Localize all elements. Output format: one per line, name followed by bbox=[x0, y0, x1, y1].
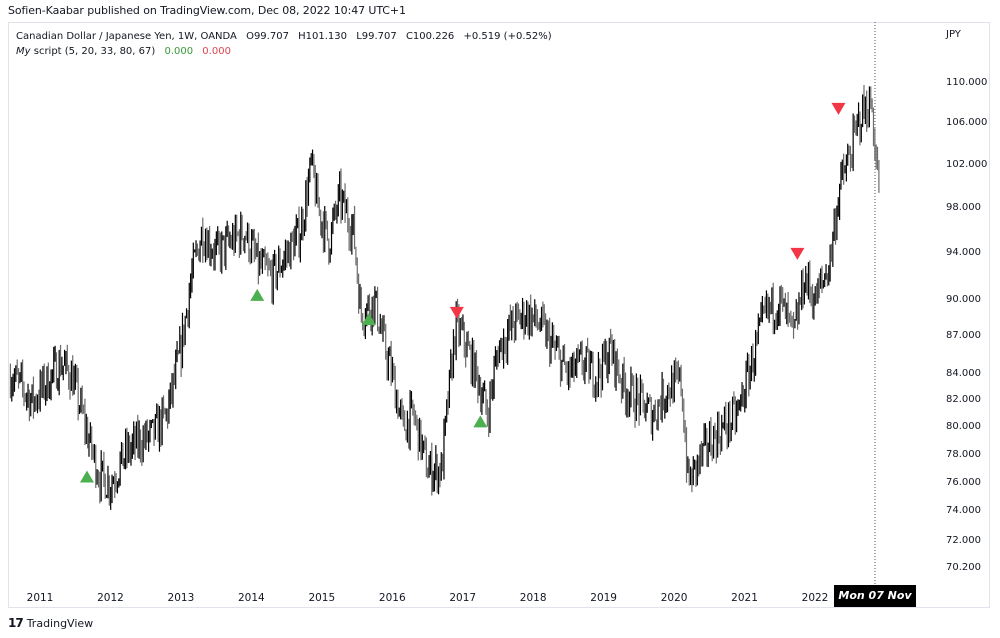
price-tick: 76.000 bbox=[946, 476, 981, 488]
ohlc-bars bbox=[9, 85, 880, 510]
sell-signal-down-triangle-icon bbox=[790, 247, 805, 260]
currency-label: JPY bbox=[946, 29, 961, 40]
script-value-2: 0.000 bbox=[202, 46, 231, 57]
price-tick: 102.000 bbox=[946, 158, 988, 170]
time-tick: 2013 bbox=[167, 592, 195, 604]
indicator-row: My script (5, 20, 33, 80, 67) 0.000 0.00… bbox=[16, 44, 552, 59]
price-tick: 90.000 bbox=[946, 293, 981, 305]
ohlc-close: C100.226 bbox=[405, 31, 455, 42]
tradingview-logo-icon: 17 bbox=[8, 616, 24, 630]
price-tick: 72.000 bbox=[946, 535, 981, 546]
price-change: +0.519 (+0.52%) bbox=[463, 31, 552, 42]
sell-signal-down-triangle-icon bbox=[449, 306, 464, 319]
crosshair-date-label: Mon 07 Nov '22 bbox=[834, 585, 916, 624]
time-tick: 2018 bbox=[519, 592, 547, 604]
time-tick: 2020 bbox=[660, 592, 688, 604]
price-tick: 70.200 bbox=[946, 562, 981, 574]
time-tick: 2011 bbox=[26, 592, 54, 604]
buy-signal-up-triangle-icon bbox=[361, 313, 376, 326]
time-tick: 2017 bbox=[449, 592, 477, 604]
time-tick: 2014 bbox=[237, 592, 265, 604]
ohlc-open: O99.707 bbox=[246, 31, 289, 42]
buy-signal-up-triangle-icon bbox=[250, 288, 265, 301]
buy-signal-up-triangle-icon bbox=[79, 470, 94, 483]
time-tick: 2022 bbox=[801, 592, 829, 604]
sell-signal-down-triangle-icon bbox=[831, 102, 846, 115]
time-tick: 2012 bbox=[97, 592, 124, 604]
chart-legend: Canadian Dollar / Japanese Yen, 1W, OAND… bbox=[16, 29, 552, 59]
price-tick: 106.000 bbox=[946, 117, 988, 129]
script-name[interactable]: script (5, 20, 33, 80, 67) bbox=[33, 46, 156, 57]
time-tick: 2019 bbox=[590, 592, 617, 604]
price-tick: 94.000 bbox=[946, 246, 981, 258]
price-tick: 80.000 bbox=[946, 421, 981, 433]
price-tick: 74.000 bbox=[946, 505, 981, 517]
price-tick: 87.000 bbox=[946, 330, 981, 342]
price-tick: 110.000 bbox=[946, 77, 988, 88]
script-prefix: My bbox=[16, 46, 31, 57]
symbol-name[interactable]: Canadian Dollar / Japanese Yen, 1W, OAND… bbox=[16, 31, 237, 42]
time-tick: 2021 bbox=[731, 592, 758, 604]
price-tick: 78.000 bbox=[946, 448, 981, 460]
price-tick: 82.000 bbox=[946, 394, 981, 406]
footer-branding: 17 TradingView bbox=[8, 616, 93, 630]
script-value-1: 0.000 bbox=[164, 46, 194, 57]
time-tick: 2016 bbox=[378, 592, 406, 604]
buy-signal-up-triangle-icon bbox=[473, 415, 488, 428]
symbol-row: Canadian Dollar / Japanese Yen, 1W, OAND… bbox=[16, 29, 552, 44]
brand-name: TradingView bbox=[26, 616, 94, 630]
publisher-line: Sofien-Kaabar published on TradingView.c… bbox=[8, 4, 406, 17]
time-tick: 2015 bbox=[308, 592, 336, 604]
price-tick: 98.000 bbox=[946, 201, 981, 213]
price-tick: 84.000 bbox=[946, 368, 981, 380]
chart-frame bbox=[8, 22, 990, 608]
ohlc-high: H101.130 bbox=[298, 31, 348, 42]
ohlc-low: L99.707 bbox=[356, 31, 397, 42]
